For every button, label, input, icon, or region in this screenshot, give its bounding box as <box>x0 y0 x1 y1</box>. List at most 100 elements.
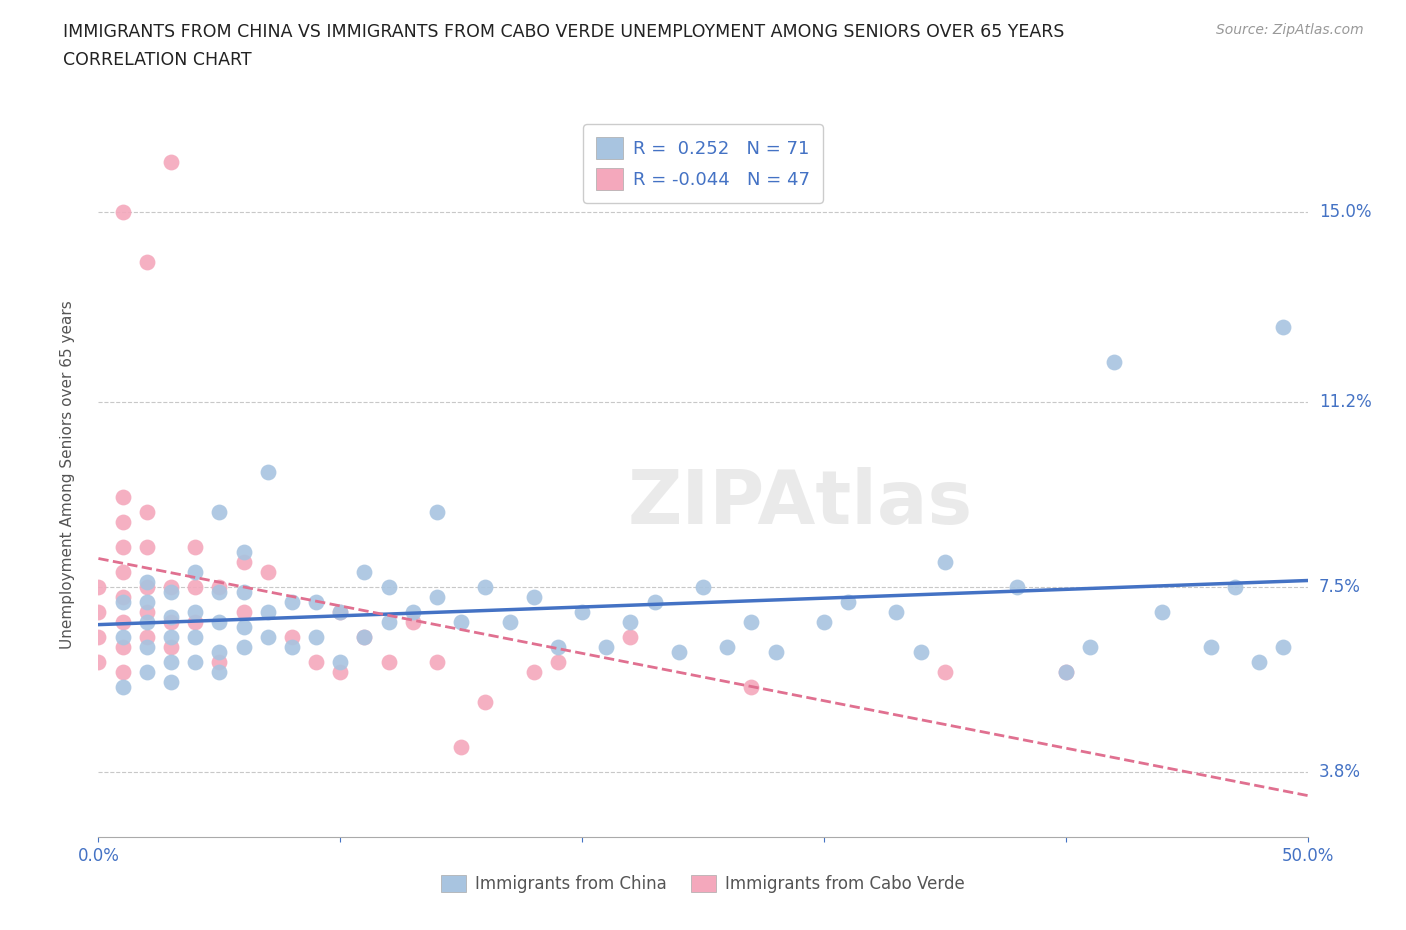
Point <box>1249 655 1271 670</box>
Point <box>232 584 254 599</box>
Point <box>111 514 134 529</box>
Point <box>111 664 134 679</box>
Legend: Immigrants from China, Immigrants from Cabo Verde: Immigrants from China, Immigrants from C… <box>433 867 973 901</box>
Point <box>1152 604 1174 619</box>
Point <box>111 489 134 504</box>
Point <box>135 594 157 609</box>
Point <box>329 655 352 670</box>
Point <box>111 205 134 219</box>
Point <box>692 579 714 594</box>
Text: 15.0%: 15.0% <box>1319 203 1371 220</box>
Point <box>474 695 496 710</box>
Point <box>135 640 157 655</box>
Text: ZIPAtlas: ZIPAtlas <box>627 467 973 539</box>
Point <box>87 655 110 670</box>
Point <box>160 655 183 670</box>
Point <box>208 615 231 630</box>
Point <box>353 630 375 644</box>
Point <box>256 464 278 479</box>
Point <box>1054 664 1077 679</box>
Point <box>208 579 231 594</box>
Point <box>184 539 207 554</box>
Text: 3.8%: 3.8% <box>1319 763 1361 781</box>
Point <box>135 630 157 644</box>
Point <box>547 640 569 655</box>
Text: CORRELATION CHART: CORRELATION CHART <box>63 51 252 69</box>
Point <box>160 579 183 594</box>
Point <box>910 644 932 659</box>
Point <box>426 655 449 670</box>
Point <box>135 539 157 554</box>
Point <box>135 504 157 519</box>
Point <box>813 615 835 630</box>
Point <box>571 604 593 619</box>
Point <box>160 630 183 644</box>
Point <box>111 640 134 655</box>
Point <box>160 609 183 624</box>
Point <box>281 640 304 655</box>
Point <box>87 604 110 619</box>
Point <box>111 539 134 554</box>
Point <box>523 664 546 679</box>
Point <box>402 615 425 630</box>
Point <box>111 615 134 630</box>
Point <box>135 254 157 269</box>
Point <box>160 674 183 689</box>
Point <box>498 615 520 630</box>
Point <box>595 640 617 655</box>
Point <box>160 584 183 599</box>
Text: 11.2%: 11.2% <box>1319 392 1371 411</box>
Point <box>111 680 134 695</box>
Point <box>837 594 859 609</box>
Point <box>232 640 254 655</box>
Point <box>1007 579 1029 594</box>
Point <box>232 554 254 569</box>
Point <box>716 640 738 655</box>
Point <box>934 664 956 679</box>
Point <box>1078 640 1101 655</box>
Point <box>523 590 546 604</box>
Point <box>256 630 278 644</box>
Point <box>184 615 207 630</box>
Point <box>644 594 666 609</box>
Point <box>160 615 183 630</box>
Text: IMMIGRANTS FROM CHINA VS IMMIGRANTS FROM CABO VERDE UNEMPLOYMENT AMONG SENIORS O: IMMIGRANTS FROM CHINA VS IMMIGRANTS FROM… <box>63 23 1064 41</box>
Point <box>160 154 183 169</box>
Point <box>160 640 183 655</box>
Point <box>87 579 110 594</box>
Point <box>305 630 328 644</box>
Point <box>426 590 449 604</box>
Point <box>329 604 352 619</box>
Point <box>208 584 231 599</box>
Point <box>402 604 425 619</box>
Point <box>668 644 690 659</box>
Point <box>765 644 787 659</box>
Point <box>135 615 157 630</box>
Point <box>256 604 278 619</box>
Point <box>1102 354 1125 369</box>
Point <box>184 630 207 644</box>
Point <box>377 615 399 630</box>
Point <box>353 565 375 579</box>
Point <box>450 739 472 754</box>
Point <box>87 630 110 644</box>
Point <box>329 604 352 619</box>
Point <box>1199 640 1222 655</box>
Text: Source: ZipAtlas.com: Source: ZipAtlas.com <box>1216 23 1364 37</box>
Point <box>547 655 569 670</box>
Point <box>232 604 254 619</box>
Point <box>111 630 134 644</box>
Point <box>450 615 472 630</box>
Point <box>184 579 207 594</box>
Point <box>934 554 956 569</box>
Point <box>305 594 328 609</box>
Point <box>135 579 157 594</box>
Point <box>1272 640 1295 655</box>
Point <box>111 594 134 609</box>
Point <box>353 630 375 644</box>
Point <box>377 579 399 594</box>
Point <box>208 644 231 659</box>
Point <box>740 680 762 695</box>
Point <box>281 594 304 609</box>
Y-axis label: Unemployment Among Seniors over 65 years: Unemployment Among Seniors over 65 years <box>60 300 75 649</box>
